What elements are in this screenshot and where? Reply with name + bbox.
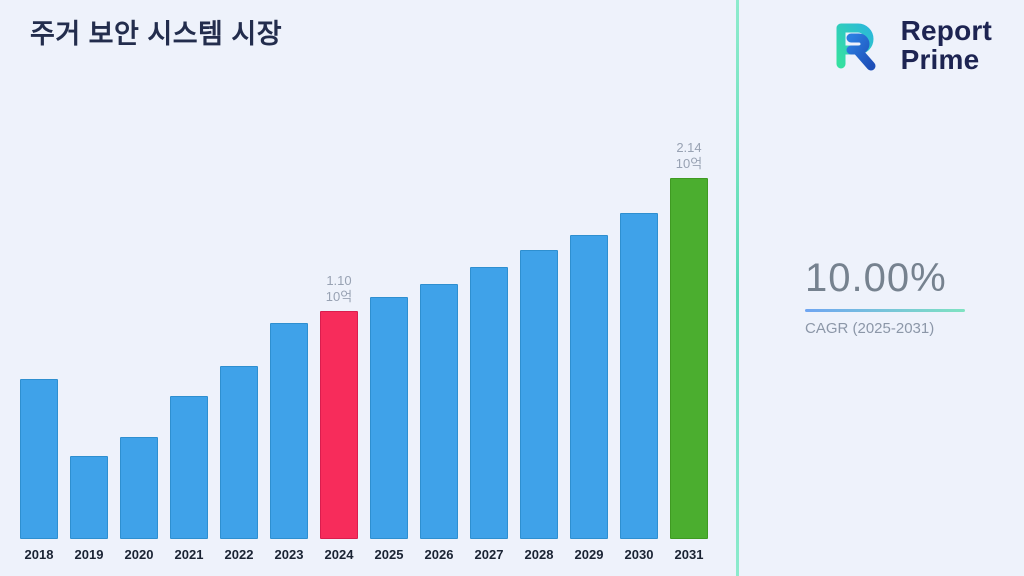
bar-column-2024: 1.10 10억 2024 bbox=[320, 272, 358, 562]
x-axis-label-2019: 2019 bbox=[74, 547, 104, 562]
x-axis-label-2027: 2027 bbox=[474, 547, 504, 562]
bar-column-2028: 2028 bbox=[520, 250, 558, 562]
x-axis-label-2025: 2025 bbox=[374, 547, 404, 562]
bar-column-2027: 2027 bbox=[470, 267, 508, 562]
x-axis-label-2023: 2023 bbox=[274, 547, 304, 562]
bar-2018 bbox=[20, 379, 58, 539]
cagr-underline bbox=[805, 309, 965, 312]
x-axis-label-2018: 2018 bbox=[24, 547, 54, 562]
bar-2029 bbox=[570, 235, 608, 539]
x-axis-label-2029: 2029 bbox=[574, 547, 604, 562]
bar-column-2022: 2022 bbox=[220, 366, 258, 562]
bar-chart: 2018 2019 2020 2021 2022 2023 1.10 10억 2024 2025 2… bbox=[20, 139, 708, 562]
x-axis-label-2028: 2028 bbox=[524, 547, 554, 562]
bar-2030 bbox=[620, 213, 658, 539]
cagr-label: CAGR (2025-2031) bbox=[805, 320, 935, 337]
right-panel: Report Prime 10.00% CAGR (2025-2031) bbox=[739, 0, 1024, 576]
logo-line-report: Report bbox=[900, 14, 992, 46]
bar-2020 bbox=[120, 437, 158, 539]
bar-2031 bbox=[670, 178, 708, 539]
x-axis-label-2021: 2021 bbox=[174, 547, 204, 562]
bar-2027 bbox=[470, 267, 508, 539]
bar-column-2023: 2023 bbox=[270, 323, 308, 562]
x-axis-label-2026: 2026 bbox=[424, 547, 454, 562]
bar-column-2031: 2.14 10억 2031 bbox=[670, 139, 708, 562]
bar-column-2018: 2018 bbox=[20, 379, 58, 562]
bar-2028 bbox=[520, 250, 558, 539]
bar-column-2019: 2019 bbox=[70, 456, 108, 562]
bar-2023 bbox=[270, 323, 308, 539]
x-axis-label-2022: 2022 bbox=[224, 547, 254, 562]
report-prime-logo-text: Report Prime bbox=[900, 14, 992, 75]
logo-line-prime: Prime bbox=[900, 44, 980, 75]
report-prime-logo: Report Prime bbox=[827, 14, 992, 76]
bar-2026 bbox=[420, 284, 458, 539]
x-axis-label-2024: 2024 bbox=[324, 547, 354, 562]
bar-column-2030: 2030 bbox=[620, 213, 658, 562]
x-axis-label-2031: 2031 bbox=[674, 547, 704, 562]
report-prime-logo-icon bbox=[836, 23, 876, 71]
bar-2024 bbox=[320, 311, 358, 539]
bar-column-2026: 2026 bbox=[420, 284, 458, 562]
bar-2025 bbox=[370, 297, 408, 539]
page-title: 주거 보안 시스템 시장 bbox=[30, 19, 283, 49]
x-axis-label-2030: 2030 bbox=[624, 547, 654, 562]
bar-value-label-2031: 2.14 10억 bbox=[675, 139, 703, 171]
x-axis-label-2020: 2020 bbox=[124, 547, 154, 562]
cagr-block: 10.00% CAGR (2025-2031) bbox=[805, 256, 985, 337]
bar-2021 bbox=[170, 396, 208, 539]
bar-column-2025: 2025 bbox=[370, 297, 408, 562]
cagr-value: 10.00% bbox=[805, 256, 947, 300]
bar-column-2029: 2029 bbox=[570, 235, 608, 562]
vertical-divider bbox=[736, 0, 739, 576]
bar-column-2021: 2021 bbox=[170, 396, 208, 562]
bar-column-2020: 2020 bbox=[120, 437, 158, 562]
bar-value-label-2024: 1.10 10억 bbox=[325, 272, 353, 304]
bar-2022 bbox=[220, 366, 258, 539]
bar-2019 bbox=[70, 456, 108, 539]
